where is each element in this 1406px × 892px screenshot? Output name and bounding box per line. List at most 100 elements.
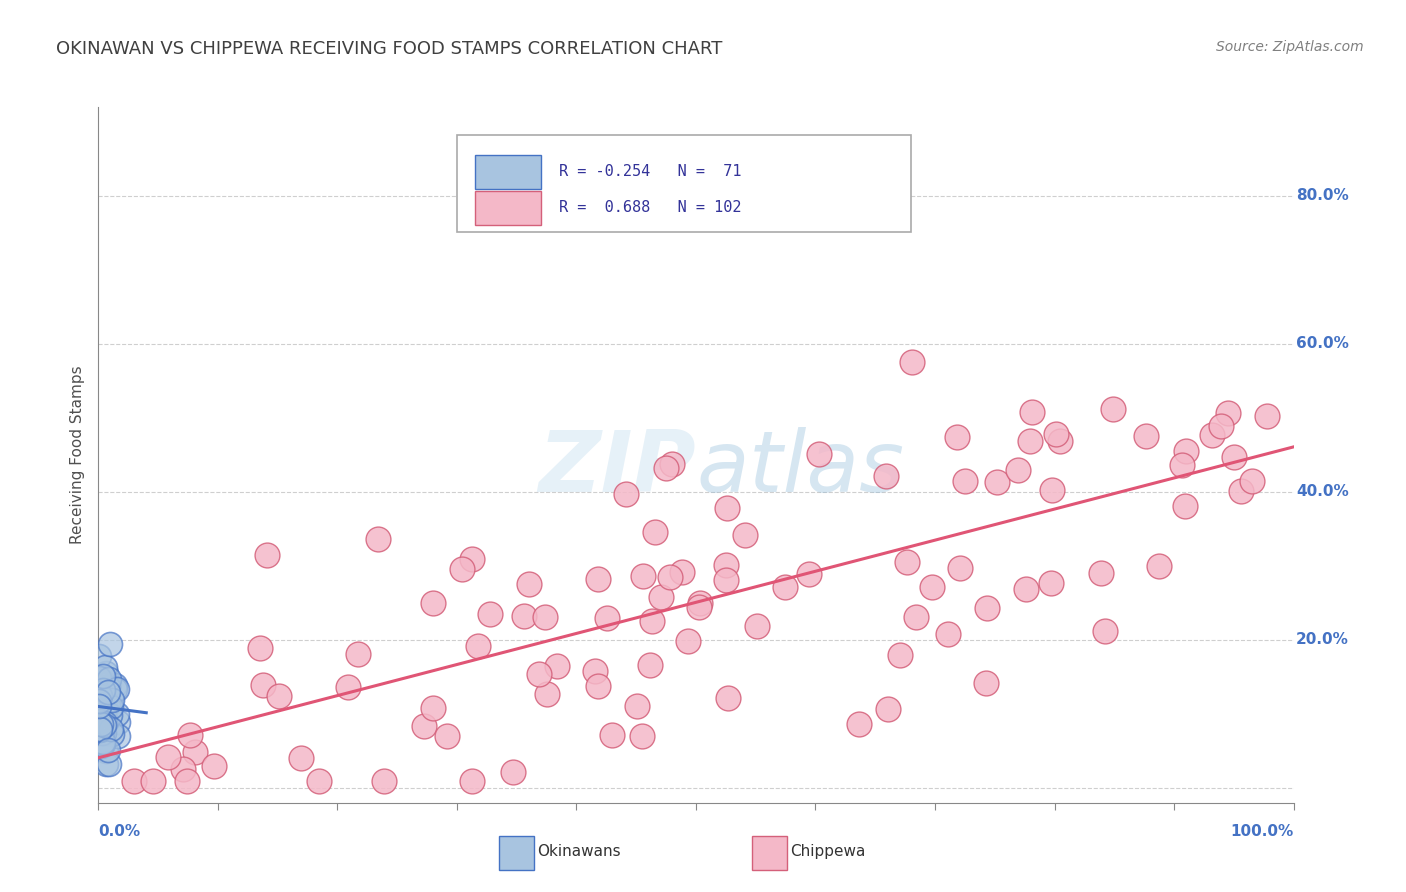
Point xyxy=(901,355,924,369)
Point xyxy=(953,474,976,488)
Point xyxy=(91,675,114,690)
Point xyxy=(422,596,444,610)
Point xyxy=(91,700,114,714)
Point xyxy=(96,757,118,772)
Point xyxy=(256,548,278,562)
Point xyxy=(176,773,198,788)
Text: 40.0%: 40.0% xyxy=(1296,484,1348,500)
Point xyxy=(655,461,678,475)
Point xyxy=(1018,434,1040,449)
Point xyxy=(1049,434,1071,448)
Point xyxy=(98,707,121,722)
Point xyxy=(91,700,114,714)
Point xyxy=(896,555,918,569)
Point xyxy=(89,708,111,723)
Point xyxy=(90,677,112,691)
Point xyxy=(745,619,768,633)
Point xyxy=(1256,409,1278,423)
Point xyxy=(98,672,121,686)
Point xyxy=(714,558,737,572)
Point xyxy=(91,669,114,683)
Point xyxy=(89,698,111,712)
Point xyxy=(91,683,114,698)
Point xyxy=(101,693,124,707)
Point xyxy=(1045,427,1067,442)
Point xyxy=(93,737,115,751)
Point xyxy=(513,608,536,623)
Point xyxy=(179,727,201,741)
Point xyxy=(936,626,959,640)
Point xyxy=(90,680,112,694)
Text: 80.0%: 80.0% xyxy=(1296,188,1348,203)
Point xyxy=(626,699,648,714)
Point xyxy=(269,690,291,704)
Text: 0.0%: 0.0% xyxy=(98,823,141,838)
Point xyxy=(1040,575,1063,590)
Point xyxy=(688,599,710,614)
Point xyxy=(1090,566,1112,580)
Point xyxy=(974,676,997,690)
Bar xyxy=(475,155,540,188)
Point xyxy=(93,705,115,719)
Text: 100.0%: 100.0% xyxy=(1230,823,1294,838)
Point xyxy=(614,486,637,500)
Point xyxy=(89,671,111,685)
Y-axis label: Receiving Food Stamps: Receiving Food Stamps xyxy=(70,366,86,544)
Point xyxy=(87,698,110,713)
Point xyxy=(90,716,112,731)
Point xyxy=(797,566,820,581)
Point xyxy=(905,609,928,624)
Point xyxy=(252,678,274,692)
FancyBboxPatch shape xyxy=(457,135,911,232)
Point xyxy=(202,759,225,773)
Point xyxy=(122,773,145,788)
Point xyxy=(103,678,125,692)
Point xyxy=(94,700,117,714)
Point xyxy=(986,475,1008,489)
Point xyxy=(100,699,122,714)
Point xyxy=(1223,450,1246,464)
Text: 20.0%: 20.0% xyxy=(1296,632,1348,648)
Point xyxy=(1171,458,1194,472)
Point xyxy=(889,648,911,662)
Point xyxy=(90,711,112,725)
Point xyxy=(97,692,120,706)
Point xyxy=(976,601,998,615)
Point xyxy=(104,681,127,696)
Point xyxy=(94,744,117,758)
Point xyxy=(807,447,830,461)
Point xyxy=(1218,406,1240,420)
Point xyxy=(1201,428,1223,442)
Point xyxy=(107,729,129,743)
Point xyxy=(946,430,969,444)
Point xyxy=(90,705,112,719)
Point xyxy=(97,680,120,694)
Point xyxy=(517,576,540,591)
Point xyxy=(89,673,111,687)
Point xyxy=(644,524,666,539)
Point xyxy=(1211,419,1233,434)
Point xyxy=(1102,402,1125,417)
Point xyxy=(734,528,756,542)
Point xyxy=(94,701,117,715)
Point xyxy=(536,687,558,701)
Text: ZIP: ZIP xyxy=(538,427,696,510)
Point xyxy=(1021,405,1043,419)
Point xyxy=(875,469,897,483)
Point xyxy=(921,580,943,594)
Point xyxy=(156,750,179,764)
Point xyxy=(105,707,128,722)
Point xyxy=(87,648,110,663)
Text: 60.0%: 60.0% xyxy=(1296,336,1348,351)
Point xyxy=(467,639,489,653)
Point xyxy=(107,714,129,729)
Point xyxy=(775,580,797,594)
Point xyxy=(90,675,112,690)
Point xyxy=(105,682,128,697)
Point xyxy=(1149,559,1171,574)
Point xyxy=(101,727,124,741)
Point xyxy=(949,560,972,574)
Point xyxy=(89,694,111,708)
Point xyxy=(422,700,444,714)
Point xyxy=(100,693,122,707)
